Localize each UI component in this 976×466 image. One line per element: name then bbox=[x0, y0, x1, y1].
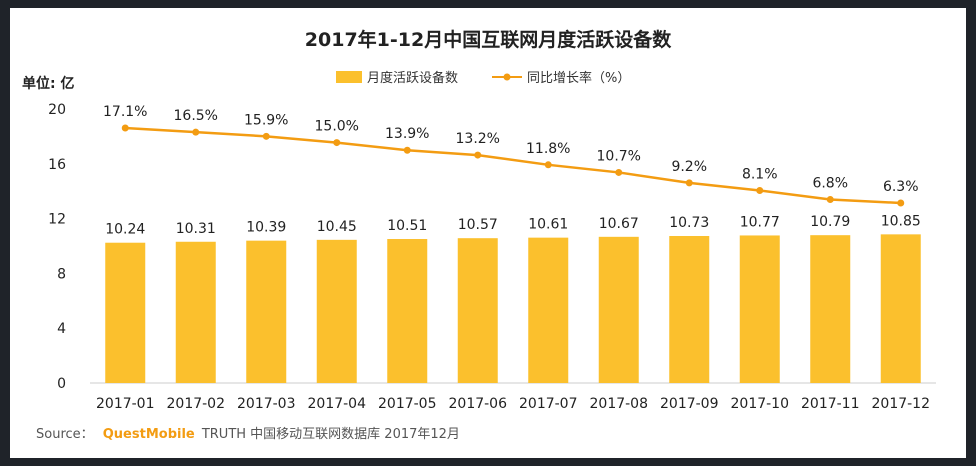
line-labels: 17.1% 16.5% 15.9% 15.0% 13.9% 13.2% 11.8% 10.7%… bbox=[103, 104, 919, 195]
line-data-label: 16.5% bbox=[174, 108, 218, 124]
chart-title: 2017年1-12月中国互联网月度活跃设备数 bbox=[305, 28, 672, 51]
line-data-label: 9.2% bbox=[671, 159, 707, 175]
bar-data-label: 10.61 bbox=[528, 217, 568, 233]
legend-bar-label: 月度活跃设备数 bbox=[367, 70, 458, 86]
line-point bbox=[615, 168, 623, 176]
x-tick-label: 2017-05 bbox=[378, 396, 437, 412]
bar-data-label: 10.73 bbox=[669, 215, 709, 231]
bar-data-label: 10.79 bbox=[810, 214, 850, 230]
bar-data-label: 10.45 bbox=[317, 219, 357, 235]
bar bbox=[669, 235, 710, 383]
line-data-label: 13.9% bbox=[385, 126, 429, 142]
bar-data-label: 10.24 bbox=[105, 222, 145, 238]
x-axis: 2017-01 2017-02 2017-03 2017-04 2017-05 2017-… bbox=[96, 396, 930, 412]
source-rest: TRUTH 中国移动互联网数据库 2017年12月 bbox=[201, 426, 460, 442]
x-tick-label: 2017-02 bbox=[167, 396, 226, 412]
line-point bbox=[121, 124, 129, 132]
bar bbox=[598, 236, 639, 383]
source-brand: QuestMobile bbox=[103, 427, 195, 442]
line-point bbox=[403, 146, 411, 154]
source-prefix: Source： bbox=[36, 427, 94, 442]
y-tick-label: 0 bbox=[57, 376, 66, 392]
x-tick-label: 2017-12 bbox=[872, 396, 931, 412]
line-data-label: 15.0% bbox=[315, 119, 359, 135]
bar bbox=[387, 239, 428, 383]
line-data-label: 17.1% bbox=[103, 104, 147, 120]
line-series bbox=[121, 124, 905, 207]
bar-data-label: 10.85 bbox=[881, 213, 921, 229]
x-tick-label: 2017-07 bbox=[519, 396, 578, 412]
bar-data-label: 10.77 bbox=[740, 214, 780, 230]
bar-data-label: 10.67 bbox=[599, 216, 639, 232]
line-point bbox=[262, 132, 270, 140]
bar bbox=[316, 239, 357, 383]
line-point bbox=[544, 161, 552, 169]
bar-data-label: 10.39 bbox=[246, 220, 286, 236]
y-tick-label: 12 bbox=[48, 212, 66, 228]
y-tick-label: 4 bbox=[57, 321, 66, 337]
bar-data-label: 10.57 bbox=[458, 217, 498, 233]
bar bbox=[175, 241, 216, 383]
x-tick-label: 2017-08 bbox=[590, 396, 649, 412]
x-tick-label: 2017-03 bbox=[237, 396, 296, 412]
x-tick-label: 2017-10 bbox=[731, 396, 790, 412]
x-tick-label: 2017-09 bbox=[660, 396, 719, 412]
bar-series bbox=[105, 234, 921, 383]
x-tick-label: 2017-06 bbox=[449, 396, 508, 412]
bar-labels: 10.24 10.31 10.39 10.45 10.51 10.57 10.61 10.67… bbox=[105, 213, 921, 237]
y-axis: 0 4 8 12 16 20 bbox=[48, 102, 66, 392]
bar bbox=[810, 235, 851, 383]
bar bbox=[105, 242, 146, 383]
source-note: Source： QuestMobile TRUTH 中国移动互联网数据库 201… bbox=[36, 423, 460, 442]
x-tick-label: 2017-01 bbox=[96, 396, 155, 412]
bar-data-label: 10.31 bbox=[176, 221, 216, 237]
line-point bbox=[897, 199, 905, 207]
legend-line-label: 同比增长率（%） bbox=[527, 70, 630, 86]
x-tick-label: 2017-04 bbox=[308, 396, 367, 412]
bar bbox=[457, 238, 498, 383]
line-data-label: 6.8% bbox=[812, 176, 848, 192]
line-data-label: 6.3% bbox=[883, 179, 919, 195]
line-data-label: 13.2% bbox=[456, 131, 500, 147]
y-tick-label: 20 bbox=[48, 102, 66, 118]
line-data-label: 10.7% bbox=[597, 148, 641, 164]
line-point bbox=[333, 139, 341, 147]
y-tick-label: 16 bbox=[48, 157, 66, 173]
line-point bbox=[826, 196, 834, 204]
unit-label: 单位: 亿 bbox=[22, 75, 74, 92]
bar bbox=[246, 240, 287, 383]
line-point bbox=[756, 187, 764, 194]
legend-bar-swatch bbox=[336, 71, 362, 83]
line-data-label: 15.9% bbox=[244, 112, 288, 128]
x-tick-label: 2017-11 bbox=[801, 396, 860, 412]
line-point bbox=[192, 128, 200, 136]
growth-line bbox=[125, 126, 901, 205]
bar-data-label: 10.51 bbox=[387, 218, 427, 234]
bar bbox=[880, 234, 921, 383]
bar bbox=[528, 237, 569, 383]
chart: 2017年1-12月中国互联网月度活跃设备数 月度活跃设备数 同比增长率（%） … bbox=[22, 28, 936, 442]
line-data-label: 11.8% bbox=[526, 141, 570, 157]
line-point bbox=[474, 151, 482, 159]
line-data-label: 8.1% bbox=[742, 167, 778, 183]
y-tick-label: 8 bbox=[57, 266, 66, 282]
chart-frame: 2017年1-12月中国互联网月度活跃设备数 月度活跃设备数 同比增长率（%） … bbox=[10, 8, 966, 458]
bar bbox=[739, 235, 780, 383]
legend-line-marker bbox=[503, 73, 511, 81]
line-point bbox=[685, 179, 693, 187]
